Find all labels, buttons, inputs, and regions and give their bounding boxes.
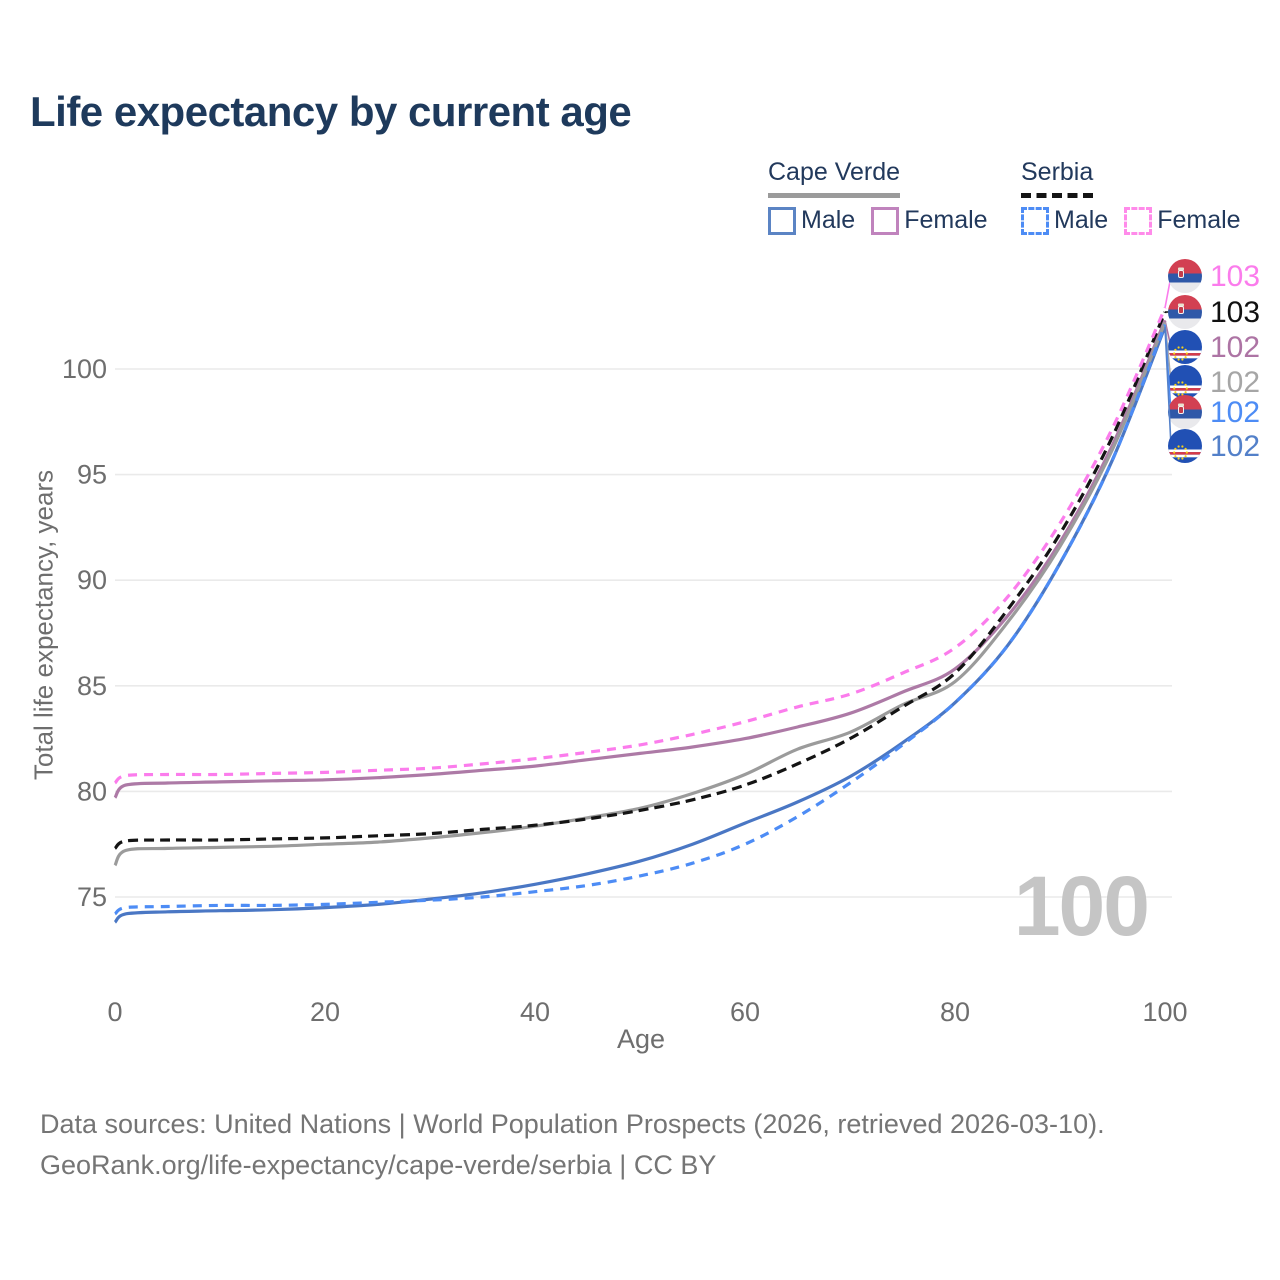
endpoint-label-cape-verde-female: 102 — [1164, 320, 1260, 364]
legend-group-serbia: Serbia Male Female — [1021, 158, 1241, 235]
endpoint-value: 103 — [1210, 296, 1260, 329]
line-cape-verde-female[interactable] — [113, 319, 1167, 799]
line-cape-verde-total[interactable] — [113, 321, 1167, 867]
data-sources-line: Data sources: United Nations | World Pop… — [40, 1109, 1105, 1139]
endpoint-value: 102 — [1210, 366, 1260, 399]
legend-item-label: Male — [801, 206, 856, 234]
y-tick-label: 95 — [77, 460, 107, 490]
legend-country-serbia: Serbia — [1021, 158, 1094, 198]
x-tick-label: 60 — [730, 997, 760, 1027]
legend-item-serbia-male[interactable]: Male — [1021, 206, 1108, 235]
x-axis-title: Age — [617, 1024, 665, 1054]
endpoint-label-cape-verde-male: 102 — [1164, 326, 1260, 463]
endpoint-label-serbia-female: 103 — [1164, 259, 1260, 308]
age-counter-watermark: 100 — [1013, 859, 1150, 953]
endpoint-value: 103 — [1210, 260, 1260, 293]
serbia-female-swatch-icon — [1124, 206, 1153, 235]
x-tick-label: 0 — [107, 997, 122, 1027]
line-serbia-female[interactable] — [113, 307, 1167, 785]
endpoint-label-cape-verde-total: 102 — [1164, 322, 1260, 399]
serbia-flag-icon — [1168, 395, 1202, 429]
line-serbia-total[interactable] — [113, 311, 1167, 850]
endpoint-value: 102 — [1210, 396, 1260, 429]
legend-country-cape-verde: Cape Verde — [768, 158, 901, 198]
y-tick-label: 75 — [77, 882, 107, 912]
line-serbia-male[interactable] — [113, 324, 1167, 916]
endpoint-label-serbia-total: 103 — [1165, 295, 1260, 329]
serbia-flag-icon — [1168, 259, 1202, 293]
cape-verde-flag-icon — [1168, 330, 1202, 364]
footer: Data sources: United Nations | World Pop… — [40, 1104, 1105, 1186]
y-tick-label: 85 — [77, 671, 107, 701]
serbia-flag-icon — [1168, 295, 1202, 329]
x-tick-label: 100 — [1142, 997, 1187, 1027]
legend-group-cape-verde: Cape Verde Male Female — [768, 158, 988, 235]
legend-item-cape-verde-female[interactable]: Female — [871, 206, 988, 235]
x-tick-label: 20 — [310, 997, 340, 1027]
endpoint-value: 102 — [1210, 430, 1260, 463]
endpoint-value: 102 — [1210, 331, 1260, 364]
y-tick-label: 80 — [77, 776, 107, 806]
cape-verde-flag-icon — [1168, 429, 1202, 463]
page-title: Life expectancy by current age — [30, 88, 632, 135]
cape-verde-female-swatch-icon — [871, 206, 900, 235]
cape-verde-male-swatch-icon — [768, 206, 796, 235]
legend-item-serbia-female[interactable]: Female — [1124, 206, 1241, 235]
x-tick-label: 80 — [940, 997, 970, 1027]
attribution-line: GeoRank.org/life-expectancy/cape-verde/s… — [40, 1150, 717, 1180]
serbia-male-swatch-icon — [1021, 206, 1049, 235]
cape-verde-flag-icon — [1168, 365, 1202, 399]
legend-item-label: Female — [1157, 206, 1241, 234]
legend-item-cape-verde-male[interactable]: Male — [768, 206, 855, 235]
legend-item-label: Male — [1054, 206, 1109, 234]
y-tick-label: 90 — [77, 565, 107, 595]
endpoint-label-serbia-male: 102 — [1164, 324, 1260, 429]
x-tick-label: 40 — [520, 997, 550, 1027]
y-tick-label: 100 — [62, 354, 107, 384]
legend-item-label: Female — [904, 206, 988, 234]
